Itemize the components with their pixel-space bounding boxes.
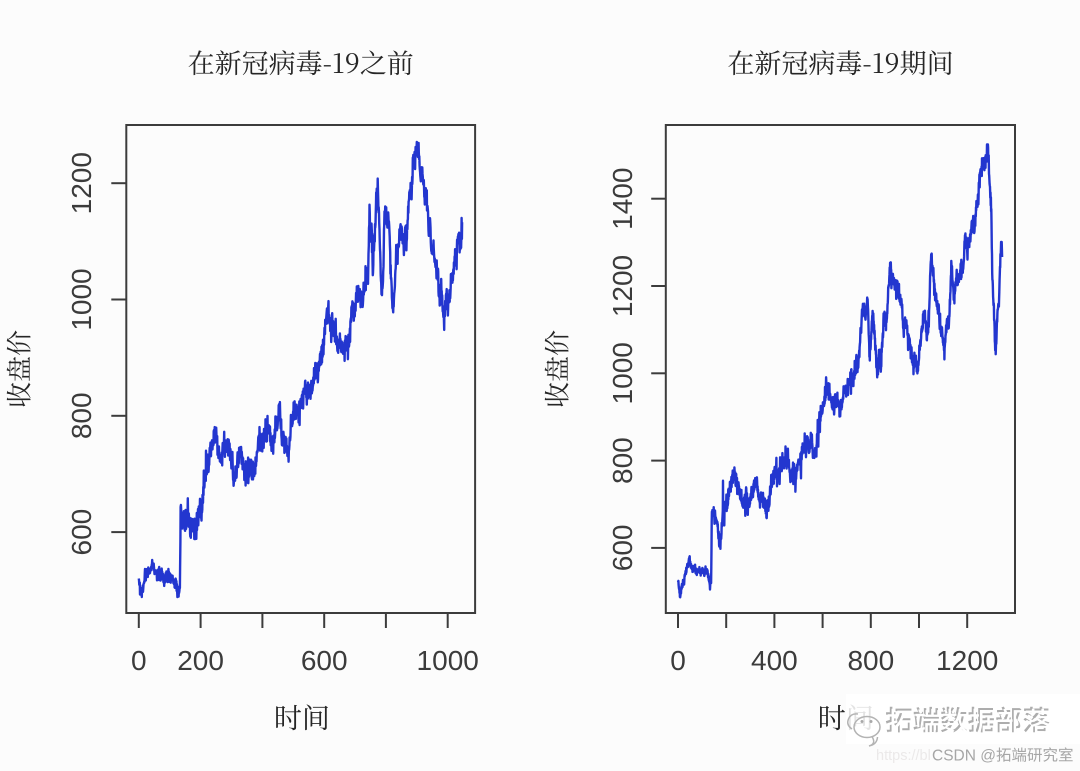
svg-text:收盘价: 收盘价 xyxy=(538,330,575,408)
svg-text:800: 800 xyxy=(607,437,638,484)
svg-text:0: 0 xyxy=(131,645,147,676)
svg-text:时间: 时间 xyxy=(274,697,330,737)
svg-text:1200: 1200 xyxy=(936,645,998,676)
svg-text:1400: 1400 xyxy=(607,168,638,230)
svg-text:1200: 1200 xyxy=(66,152,97,214)
svg-text:800: 800 xyxy=(847,645,894,676)
svg-text:CSDN @拓端研究室: CSDN @拓端研究室 xyxy=(932,744,1073,766)
svg-text:800: 800 xyxy=(66,392,97,439)
svg-text:在新冠病毒-19期间: 在新冠病毒-19期间 xyxy=(727,42,953,81)
svg-text:1200: 1200 xyxy=(607,255,638,317)
svg-text:1000: 1000 xyxy=(66,268,97,330)
svg-text:https://bl: https://bl xyxy=(876,748,931,764)
svg-text:在新冠病毒-19之前: 在新冠病毒-19之前 xyxy=(188,42,414,81)
svg-text:600: 600 xyxy=(607,525,638,572)
svg-text:600: 600 xyxy=(66,509,97,556)
svg-text:1000: 1000 xyxy=(607,342,638,404)
svg-text:400: 400 xyxy=(751,645,798,676)
svg-text:200: 200 xyxy=(177,645,224,676)
svg-text:收盘价: 收盘价 xyxy=(0,330,37,408)
svg-text:拓端数据部落: 拓端数据部落 xyxy=(885,698,1050,738)
svg-text:拓端数据部落: 拓端数据部落 xyxy=(887,700,1052,740)
svg-text:600: 600 xyxy=(301,645,348,676)
svg-text:0: 0 xyxy=(670,645,686,676)
svg-text:1000: 1000 xyxy=(417,645,479,676)
